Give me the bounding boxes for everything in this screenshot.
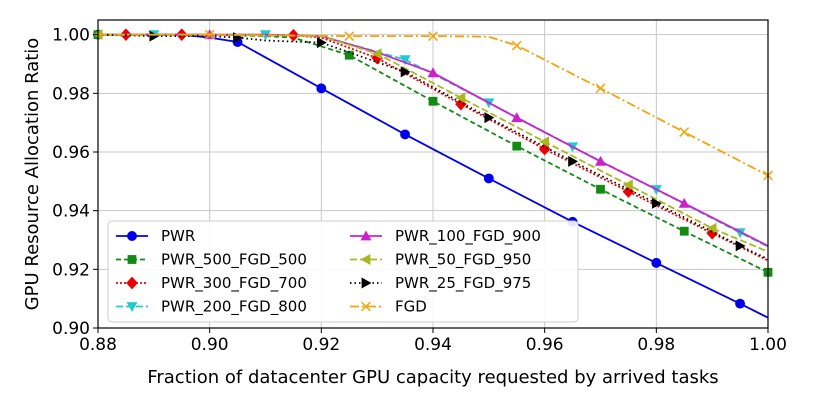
axis-ticks: 0.88 0.90 0.92 0.94 0.96 0.98 1.000.900.920.94…	[52, 26, 787, 355]
legend-item: FGD	[350, 298, 427, 316]
y-tick-label: 0.96	[52, 143, 90, 163]
point-marker	[455, 97, 467, 111]
x-axis-label: Fraction of datacenter GPU capacity requ…	[147, 367, 718, 388]
series-group	[92, 28, 773, 319]
point-marker	[127, 255, 137, 264]
legend-label: PWR	[161, 227, 195, 245]
point-marker	[706, 222, 717, 234]
marker-stroke	[511, 40, 522, 51]
series-pwr-25-fgd-975	[97, 30, 769, 260]
series-line	[98, 33, 769, 177]
point-marker	[511, 112, 523, 123]
legend-label: PWR_500_FGD_500	[161, 251, 307, 270]
legend-item: PWR_300_FGD_700	[116, 274, 307, 293]
point-marker	[678, 197, 690, 208]
point-marker	[484, 112, 495, 124]
legend-label: PWR_100_FGD_900	[395, 227, 541, 246]
point-marker	[483, 173, 494, 184]
legend-box	[107, 220, 579, 323]
x-tick-label: 0.90	[191, 335, 229, 355]
x-tick-label: 1.00	[749, 335, 787, 355]
legend-label: PWR_200_FGD_800	[161, 298, 307, 317]
legend-item: PWR	[116, 227, 195, 245]
point-marker	[399, 55, 411, 66]
legend-item: PWR_25_FGD_975	[350, 274, 531, 293]
point-marker	[539, 136, 550, 148]
point-marker	[595, 83, 606, 94]
point-marker	[651, 197, 662, 209]
point-marker	[127, 231, 137, 241]
legend-item: PWR_50_FGD_950	[350, 251, 531, 270]
point-marker	[149, 30, 160, 42]
y-tick-label: 0.98	[52, 84, 90, 104]
point-marker	[361, 277, 372, 289]
legend: PWR PWR_500_FGD_500 PWR_300_FGD_700 PWR_200…	[107, 220, 579, 323]
legend-item: PWR_500_FGD_500	[116, 251, 307, 270]
point-marker	[511, 40, 522, 51]
marker-stroke	[428, 31, 438, 42]
point-marker	[344, 31, 355, 42]
x-tick-label: 0.98	[637, 335, 675, 355]
legend-item: PWR_100_FGD_900	[350, 227, 541, 246]
point-marker	[400, 66, 411, 78]
point-marker	[595, 155, 606, 166]
point-marker	[428, 31, 438, 42]
legend-item: PWR_200_FGD_800	[116, 298, 307, 317]
point-marker	[679, 127, 690, 137]
point-marker	[596, 184, 605, 194]
point-marker	[400, 129, 411, 140]
point-marker	[455, 92, 466, 104]
legend-label: FGD	[395, 298, 427, 316]
x-tick-label: 0.92	[302, 335, 340, 355]
point-marker	[512, 141, 522, 151]
marker-stroke	[204, 29, 215, 40]
legend-label: PWR_50_FGD_950	[395, 251, 531, 270]
point-marker	[651, 257, 662, 268]
series-line	[98, 33, 769, 262]
point-marker	[622, 179, 633, 191]
point-marker	[316, 37, 327, 49]
point-marker	[204, 29, 215, 40]
point-marker	[679, 226, 689, 236]
series-pwr-50-fgd-950	[92, 29, 769, 253]
marker-stroke	[361, 301, 371, 312]
y-tick-label: 0.94	[52, 202, 90, 222]
point-marker	[360, 230, 372, 241]
point-marker	[316, 83, 327, 94]
y-axis-label: GPU Resource Allocation Ratio	[22, 38, 43, 311]
point-marker	[735, 240, 746, 252]
point-marker	[735, 298, 746, 309]
legend-label: PWR_25_FGD_975	[395, 274, 531, 293]
point-marker	[344, 50, 354, 60]
point-marker	[126, 302, 138, 312]
y-tick-label: 0.90	[52, 319, 90, 339]
point-marker	[360, 254, 371, 265]
x-tick-label: 0.94	[414, 335, 452, 355]
legend-label: PWR_300_FGD_700	[161, 274, 307, 293]
point-marker	[126, 276, 138, 290]
point-marker	[361, 301, 371, 312]
point-marker	[427, 67, 439, 78]
marker-stroke	[679, 127, 690, 137]
marker-stroke	[595, 83, 606, 94]
point-marker	[428, 96, 438, 106]
x-tick-label: 0.88	[79, 335, 117, 355]
x-tick-label: 0.96	[526, 335, 564, 355]
point-marker	[568, 155, 579, 167]
y-tick-label: 0.92	[52, 260, 90, 280]
point-marker	[371, 48, 382, 60]
marker-stroke	[344, 31, 355, 42]
y-tick-label: 1.00	[52, 26, 90, 46]
